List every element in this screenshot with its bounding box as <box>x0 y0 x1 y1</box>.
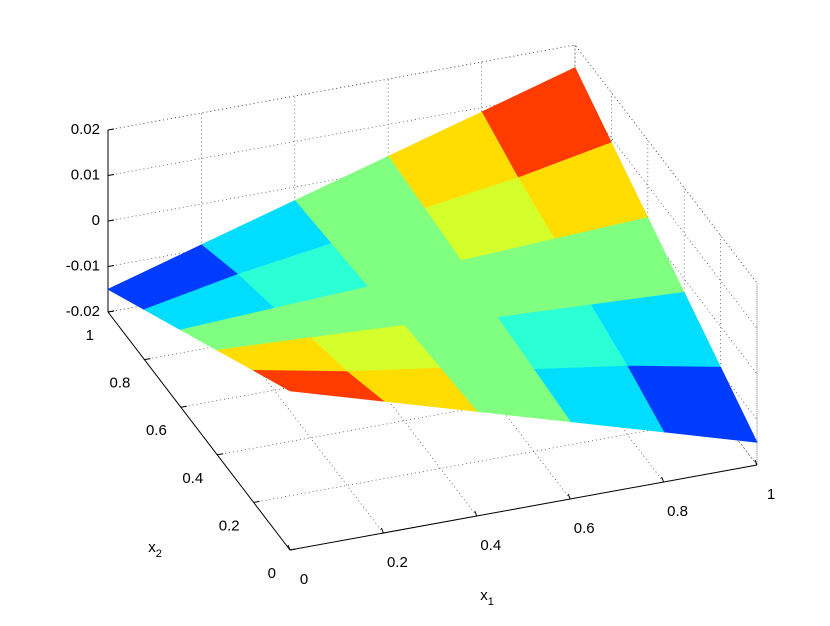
x-axis-label: x1 <box>480 587 494 608</box>
y-tick-label: 1 <box>86 327 94 344</box>
y-tick <box>289 548 297 551</box>
z-tick <box>107 174 115 176</box>
z-tick <box>107 265 115 267</box>
grid-line <box>200 113 384 534</box>
surface-patch <box>253 370 385 402</box>
y-tick <box>144 358 151 361</box>
x-tick <box>754 459 758 466</box>
grid-line <box>387 79 571 500</box>
y-tick-label: 0 <box>268 565 276 582</box>
z-tick-label: -0.02 <box>66 303 100 320</box>
y-tick-label: 0.8 <box>110 375 131 392</box>
grid-line <box>289 283 758 551</box>
grid-line <box>180 140 649 408</box>
y-tick <box>107 310 115 313</box>
x-tick-label: 0.6 <box>574 520 595 537</box>
x-tick <box>661 476 665 483</box>
x-tick-label: 1 <box>767 486 775 503</box>
x-label-text: x <box>480 587 488 604</box>
z-tick-label: 0.02 <box>71 121 100 138</box>
y-tick-label: 0.4 <box>182 470 203 487</box>
y-tick <box>217 453 224 456</box>
z-tick <box>107 128 115 131</box>
x-tick-label: 0.8 <box>667 503 688 520</box>
z-tick-label: 0 <box>92 212 100 229</box>
x-tick-label: 0 <box>300 571 308 588</box>
y-axis-label: x2 <box>148 539 162 560</box>
x-tick-label: 0.4 <box>480 537 501 554</box>
x-tick <box>567 493 571 500</box>
box-edge <box>107 44 758 465</box>
grid-line <box>253 235 721 503</box>
x-tick <box>380 527 384 534</box>
y-tick <box>180 405 187 408</box>
x-tick <box>287 544 291 551</box>
z-tick-label: 0.01 <box>71 166 100 183</box>
y-label-text: x <box>148 539 156 556</box>
x-label-subscript: 1 <box>488 596 494 608</box>
y-tick-label: 0.6 <box>146 422 167 439</box>
y-tick-label: 0.2 <box>219 517 240 534</box>
y-label-subscript: 2 <box>156 548 162 560</box>
z-tick-label: -0.01 <box>66 257 100 274</box>
y-tick <box>253 500 260 503</box>
grid-line <box>294 96 478 517</box>
grid-line <box>217 187 685 456</box>
x-tick-label: 0.2 <box>387 554 408 571</box>
z-tick <box>107 219 115 222</box>
x-tick <box>474 510 478 517</box>
